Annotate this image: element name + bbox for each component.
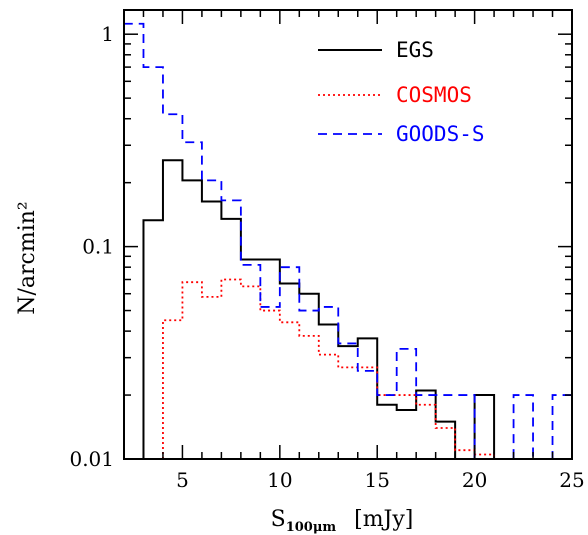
x-tick-label: 15 [364,468,389,492]
legend: EGS COSMOS GOODS-S [318,38,485,146]
y-tick-label: 0.01 [69,447,114,471]
series-line-egs [142,159,496,459]
x-tick-label: 25 [559,468,584,492]
y-tick-label: 1 [101,22,114,46]
x-axis-label: S100μm [mJy] [271,507,414,535]
ticks-layer: 5 10 15 20 25 1 0.1 0.01 [69,10,585,492]
y-axis-label: N/arcmin² [15,201,40,315]
x-axis-label-subscript: 100μm [286,520,337,535]
legend-label-egs: EGS [396,38,434,62]
x-axis-label-main: S [271,507,286,532]
series-layer [124,22,572,459]
series-line-goods-s [124,22,572,459]
x-axis-label-unit: [mJy] [354,507,413,532]
x-tick-label: 5 [176,468,189,492]
series-line-cosmos [162,278,495,459]
x-tick-label: 20 [462,468,487,492]
legend-label-cosmos: COSMOS [396,83,472,107]
x-tick-label: 10 [267,468,292,492]
legend-label-goods-s: GOODS-S [396,122,485,146]
y-tick-label: 0.1 [82,235,114,259]
plot-frame [123,9,573,460]
